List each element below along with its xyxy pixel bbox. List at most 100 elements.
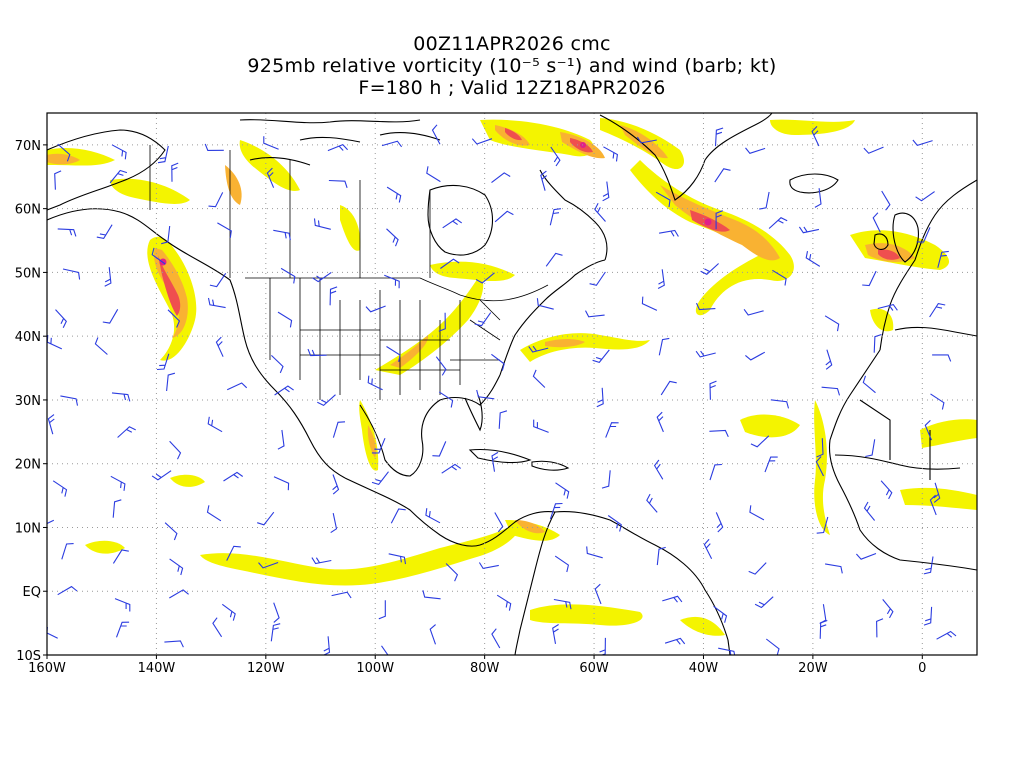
wind-barb	[445, 563, 459, 582]
wind-barb	[332, 474, 340, 495]
wind-barb	[657, 269, 665, 289]
wind-barb	[658, 337, 670, 356]
wind-barb	[662, 595, 683, 603]
wind-barb	[816, 438, 824, 458]
wind-barb	[378, 600, 386, 620]
wind-barb	[915, 191, 935, 202]
wind-barb	[772, 269, 787, 286]
coastline-atlantic-us	[499, 259, 606, 376]
wind-barb	[607, 515, 622, 532]
wind-barb	[438, 312, 446, 332]
coastlines	[47, 113, 977, 655]
wind-barb	[441, 463, 462, 474]
wind-barb	[798, 226, 820, 234]
wind-barb	[111, 144, 127, 160]
coastline-florida	[464, 394, 483, 432]
wind-barb	[930, 393, 945, 410]
wind-barb	[171, 162, 179, 182]
wind-barb	[659, 229, 679, 237]
wind-barb	[664, 637, 686, 645]
wind-barb	[819, 619, 828, 639]
coastline-europe	[879, 179, 977, 351]
wind-barb	[592, 349, 610, 364]
wind-barb	[258, 561, 279, 569]
lat-tick-label: 30N	[15, 394, 41, 409]
wind-barb	[749, 505, 765, 521]
wind-barb	[545, 252, 563, 267]
lon-tick-label: 60W	[579, 661, 609, 676]
wind-barb	[381, 645, 389, 655]
wind-barb	[164, 522, 178, 541]
wind-barb	[602, 181, 610, 202]
wind-barb	[656, 546, 666, 566]
vorticity-band-labrador-sea	[770, 119, 855, 135]
wind-barb	[825, 349, 833, 370]
wind-barb	[226, 382, 248, 391]
wind-barb	[709, 463, 722, 481]
canada-province-lines	[149, 145, 431, 278]
coastline-hispaniola	[531, 460, 570, 471]
wind-barb	[700, 263, 719, 275]
wind-barb	[57, 143, 71, 162]
wind-barb	[586, 546, 603, 559]
wind-barb	[206, 505, 222, 522]
coastline-canada-east	[539, 169, 608, 261]
lon-tick-label: 140W	[138, 661, 176, 676]
lat-tick-label: 10S	[16, 649, 41, 664]
wind-barb	[923, 606, 933, 626]
wind-barb	[601, 470, 611, 489]
wind-barb	[57, 585, 78, 596]
wind-barb	[715, 210, 723, 230]
plot-frame	[46, 112, 978, 656]
wind-barb	[109, 169, 128, 184]
wind-barb	[223, 471, 244, 482]
wind-barb	[745, 351, 766, 361]
wind-barb	[371, 471, 389, 486]
wind-barb	[475, 272, 495, 284]
wind-barb	[442, 218, 463, 229]
wind-barb	[759, 191, 770, 210]
wind-barb	[937, 250, 949, 268]
lon-tick-label: 100W	[356, 661, 394, 676]
wind-barb	[491, 628, 501, 649]
wind-barb	[715, 512, 724, 533]
wind-barb	[422, 590, 441, 600]
wind-barb	[496, 594, 512, 611]
vorticity-peak-arctic-canada	[505, 128, 522, 141]
wind-barb	[553, 598, 572, 610]
wind-barb	[478, 562, 499, 570]
wind-barb	[390, 508, 406, 524]
wind-barb	[117, 426, 136, 438]
lon-tick-label: 120W	[247, 661, 285, 676]
wind-barb	[754, 596, 774, 609]
wind-barb	[646, 493, 658, 513]
wind-barb	[764, 456, 778, 473]
wind-barb	[768, 217, 788, 229]
wind-barb	[62, 268, 81, 280]
wind-barb	[603, 146, 618, 162]
wind-barb	[862, 270, 877, 287]
wind-barb	[596, 387, 604, 408]
wind-barb	[494, 210, 514, 223]
lat-tick-label: 60N	[15, 203, 41, 218]
wind-barb	[57, 228, 77, 237]
title-line-run: 00Z11APR2026 cmc	[413, 33, 611, 55]
wind-barb	[323, 636, 331, 655]
vorticity-band-hawaii	[170, 474, 205, 487]
wind-barb	[312, 271, 332, 283]
state-boundaries	[149, 145, 549, 400]
vorticity-band-itcz	[200, 520, 521, 586]
wind-barb	[114, 598, 131, 612]
coastline-west-africa-interior	[834, 399, 961, 480]
lon-tick-label: 0	[918, 661, 926, 676]
vorticity-core-gulf-stream	[545, 339, 585, 348]
wind-barb	[924, 420, 933, 441]
wind-barb	[115, 621, 130, 638]
wind-barb	[209, 272, 227, 288]
wind-barb	[94, 337, 108, 355]
wind-barb	[862, 375, 876, 394]
wind-barb	[266, 167, 275, 188]
lat-tick-label: 10N	[15, 521, 41, 536]
vorticity-core-aleutian	[47, 153, 80, 165]
vorticity-band-sahara	[920, 419, 977, 448]
